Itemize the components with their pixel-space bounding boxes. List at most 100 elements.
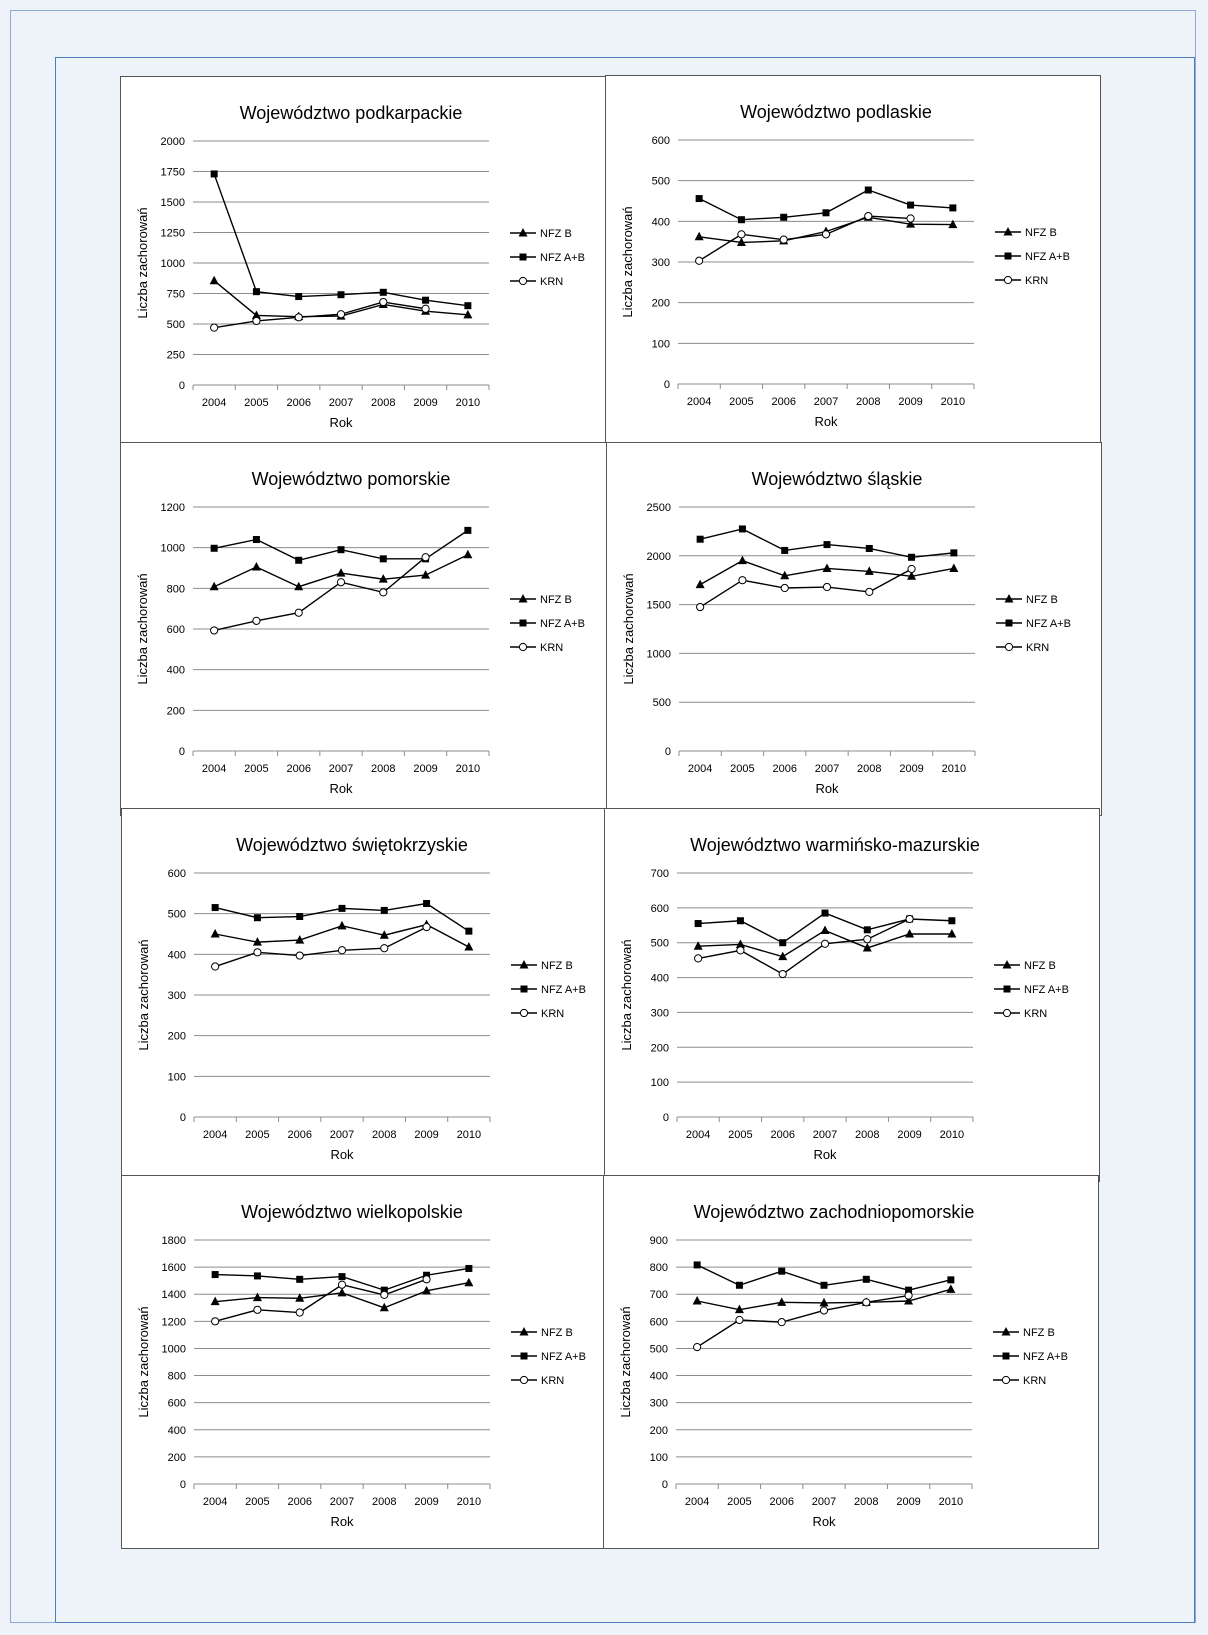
y-tick-label: 2000 [647, 551, 671, 563]
data-point-triangle [464, 1277, 474, 1287]
data-point-square [908, 553, 916, 561]
chart-title: Województwo wielkopolskie [241, 1202, 463, 1222]
y-tick-label: 1000 [161, 258, 185, 270]
y-tick-label: 100 [168, 1071, 186, 1083]
data-point-circle [211, 1317, 220, 1326]
y-axis-label: Liczba zachorowań [135, 573, 150, 684]
series-line-circle [214, 926, 427, 968]
x-tick-label: 2010 [940, 1129, 964, 1141]
y-axis-label: Liczba zachorowań [618, 1306, 633, 1417]
data-point-square [252, 536, 260, 544]
y-tick-label: 0 [663, 1112, 669, 1124]
data-point-triangle [737, 555, 747, 565]
legend-marker-triangle [1003, 227, 1013, 236]
legend-label: NFZ A+B [540, 618, 585, 630]
y-tick-label: 600 [650, 1316, 668, 1328]
data-point-triangle [336, 568, 346, 577]
data-point-triangle [464, 942, 474, 951]
data-point-triangle [946, 1284, 956, 1293]
x-tick-label: 2007 [330, 1129, 354, 1141]
series-line-circle [214, 1278, 427, 1323]
x-tick-label: 2009 [413, 397, 437, 409]
legend-marker-circle [519, 1008, 529, 1018]
y-tick-label: 1000 [647, 648, 671, 660]
x-tick-label: 2008 [371, 397, 395, 409]
y-tick-label: 600 [651, 903, 669, 915]
data-point-square [779, 939, 787, 947]
data-point-circle [693, 1342, 702, 1352]
data-point-circle [294, 313, 303, 322]
y-axis-label: Liczba zachorowań [621, 573, 636, 684]
legend-marker-square [519, 619, 527, 627]
y-tick-label: 200 [167, 705, 185, 717]
x-tick-label: 2009 [899, 763, 923, 775]
data-point-circle [379, 588, 388, 597]
chart-title: Województwo podlaskie [740, 102, 932, 122]
data-point-circle [735, 1315, 744, 1325]
y-tick-label: 1500 [647, 600, 671, 612]
chart-panel-1: Województwo podkarpackie 0 250 500 750 1000 12… [120, 76, 616, 450]
legend-marker-triangle [1001, 1327, 1011, 1336]
data-point-square [905, 1286, 913, 1294]
data-point-square [778, 1267, 786, 1275]
series-line-square [213, 173, 468, 307]
figure-frame: Województwo podkarpackie 0 250 500 750 1000 12… [55, 57, 1195, 1623]
data-point-square [864, 186, 872, 194]
y-tick-label: 1400 [162, 1289, 186, 1301]
y-tick-label: 200 [168, 1031, 186, 1043]
legend-marker-circle [1002, 1008, 1012, 1018]
y-tick-label: 500 [167, 319, 185, 331]
x-tick-label: 2004 [203, 1496, 227, 1508]
data-point-square [947, 1276, 955, 1284]
data-point-square [380, 906, 388, 914]
data-point-circle [253, 948, 262, 957]
data-point-circle [211, 962, 220, 971]
x-tick-label: 2004 [686, 1129, 710, 1141]
series-line-circle [698, 215, 911, 262]
series-line-circle [214, 301, 426, 329]
data-point-triangle [736, 237, 746, 246]
data-point-circle [421, 304, 430, 313]
data-point-square [863, 926, 871, 934]
x-axis-label: Rok [812, 1514, 836, 1529]
y-tick-label: 700 [651, 868, 669, 880]
y-tick-label: 500 [652, 176, 670, 188]
legend-label: NFZ B [541, 960, 573, 972]
data-point-triangle [463, 549, 473, 559]
legend-marker-circle [1004, 642, 1014, 652]
legend-label: KRN [540, 642, 563, 654]
x-tick-label: 2007 [813, 1129, 837, 1141]
data-point-square [211, 1271, 219, 1279]
data-point-triangle [693, 941, 703, 950]
x-tick-label: 2008 [854, 1496, 878, 1508]
series-line-circle [698, 918, 910, 975]
data-point-triangle [822, 563, 832, 572]
x-axis-label: Rok [814, 414, 838, 429]
data-point-square [422, 296, 430, 304]
legend-label: NFZ A+B [541, 984, 586, 996]
data-point-triangle [210, 1296, 220, 1306]
legend-marker-square [1004, 252, 1012, 260]
legend-marker-triangle [519, 960, 529, 969]
y-tick-label: 0 [179, 746, 185, 758]
data-point-square [738, 525, 746, 533]
x-tick-label: 2006 [286, 397, 310, 409]
data-point-circle [252, 616, 261, 625]
x-tick-label: 2009 [898, 396, 922, 408]
data-point-square [736, 917, 744, 925]
y-tick-label: 1000 [162, 1343, 186, 1355]
data-point-circle [210, 626, 219, 635]
data-point-triangle [294, 581, 304, 591]
data-point-triangle [904, 1296, 914, 1305]
x-tick-label: 2009 [414, 1496, 438, 1508]
x-axis-label: Rok [329, 415, 353, 430]
x-tick-label: 2007 [814, 396, 838, 408]
data-point-triangle [819, 1297, 829, 1307]
series-line-circle [696, 1294, 909, 1348]
y-tick-label: 0 [664, 379, 670, 391]
x-tick-label: 2010 [942, 763, 966, 775]
data-point-triangle [692, 1296, 702, 1305]
y-tick-label: 300 [651, 1007, 669, 1019]
legend-label: KRN [540, 276, 563, 288]
data-point-circle [821, 230, 831, 239]
